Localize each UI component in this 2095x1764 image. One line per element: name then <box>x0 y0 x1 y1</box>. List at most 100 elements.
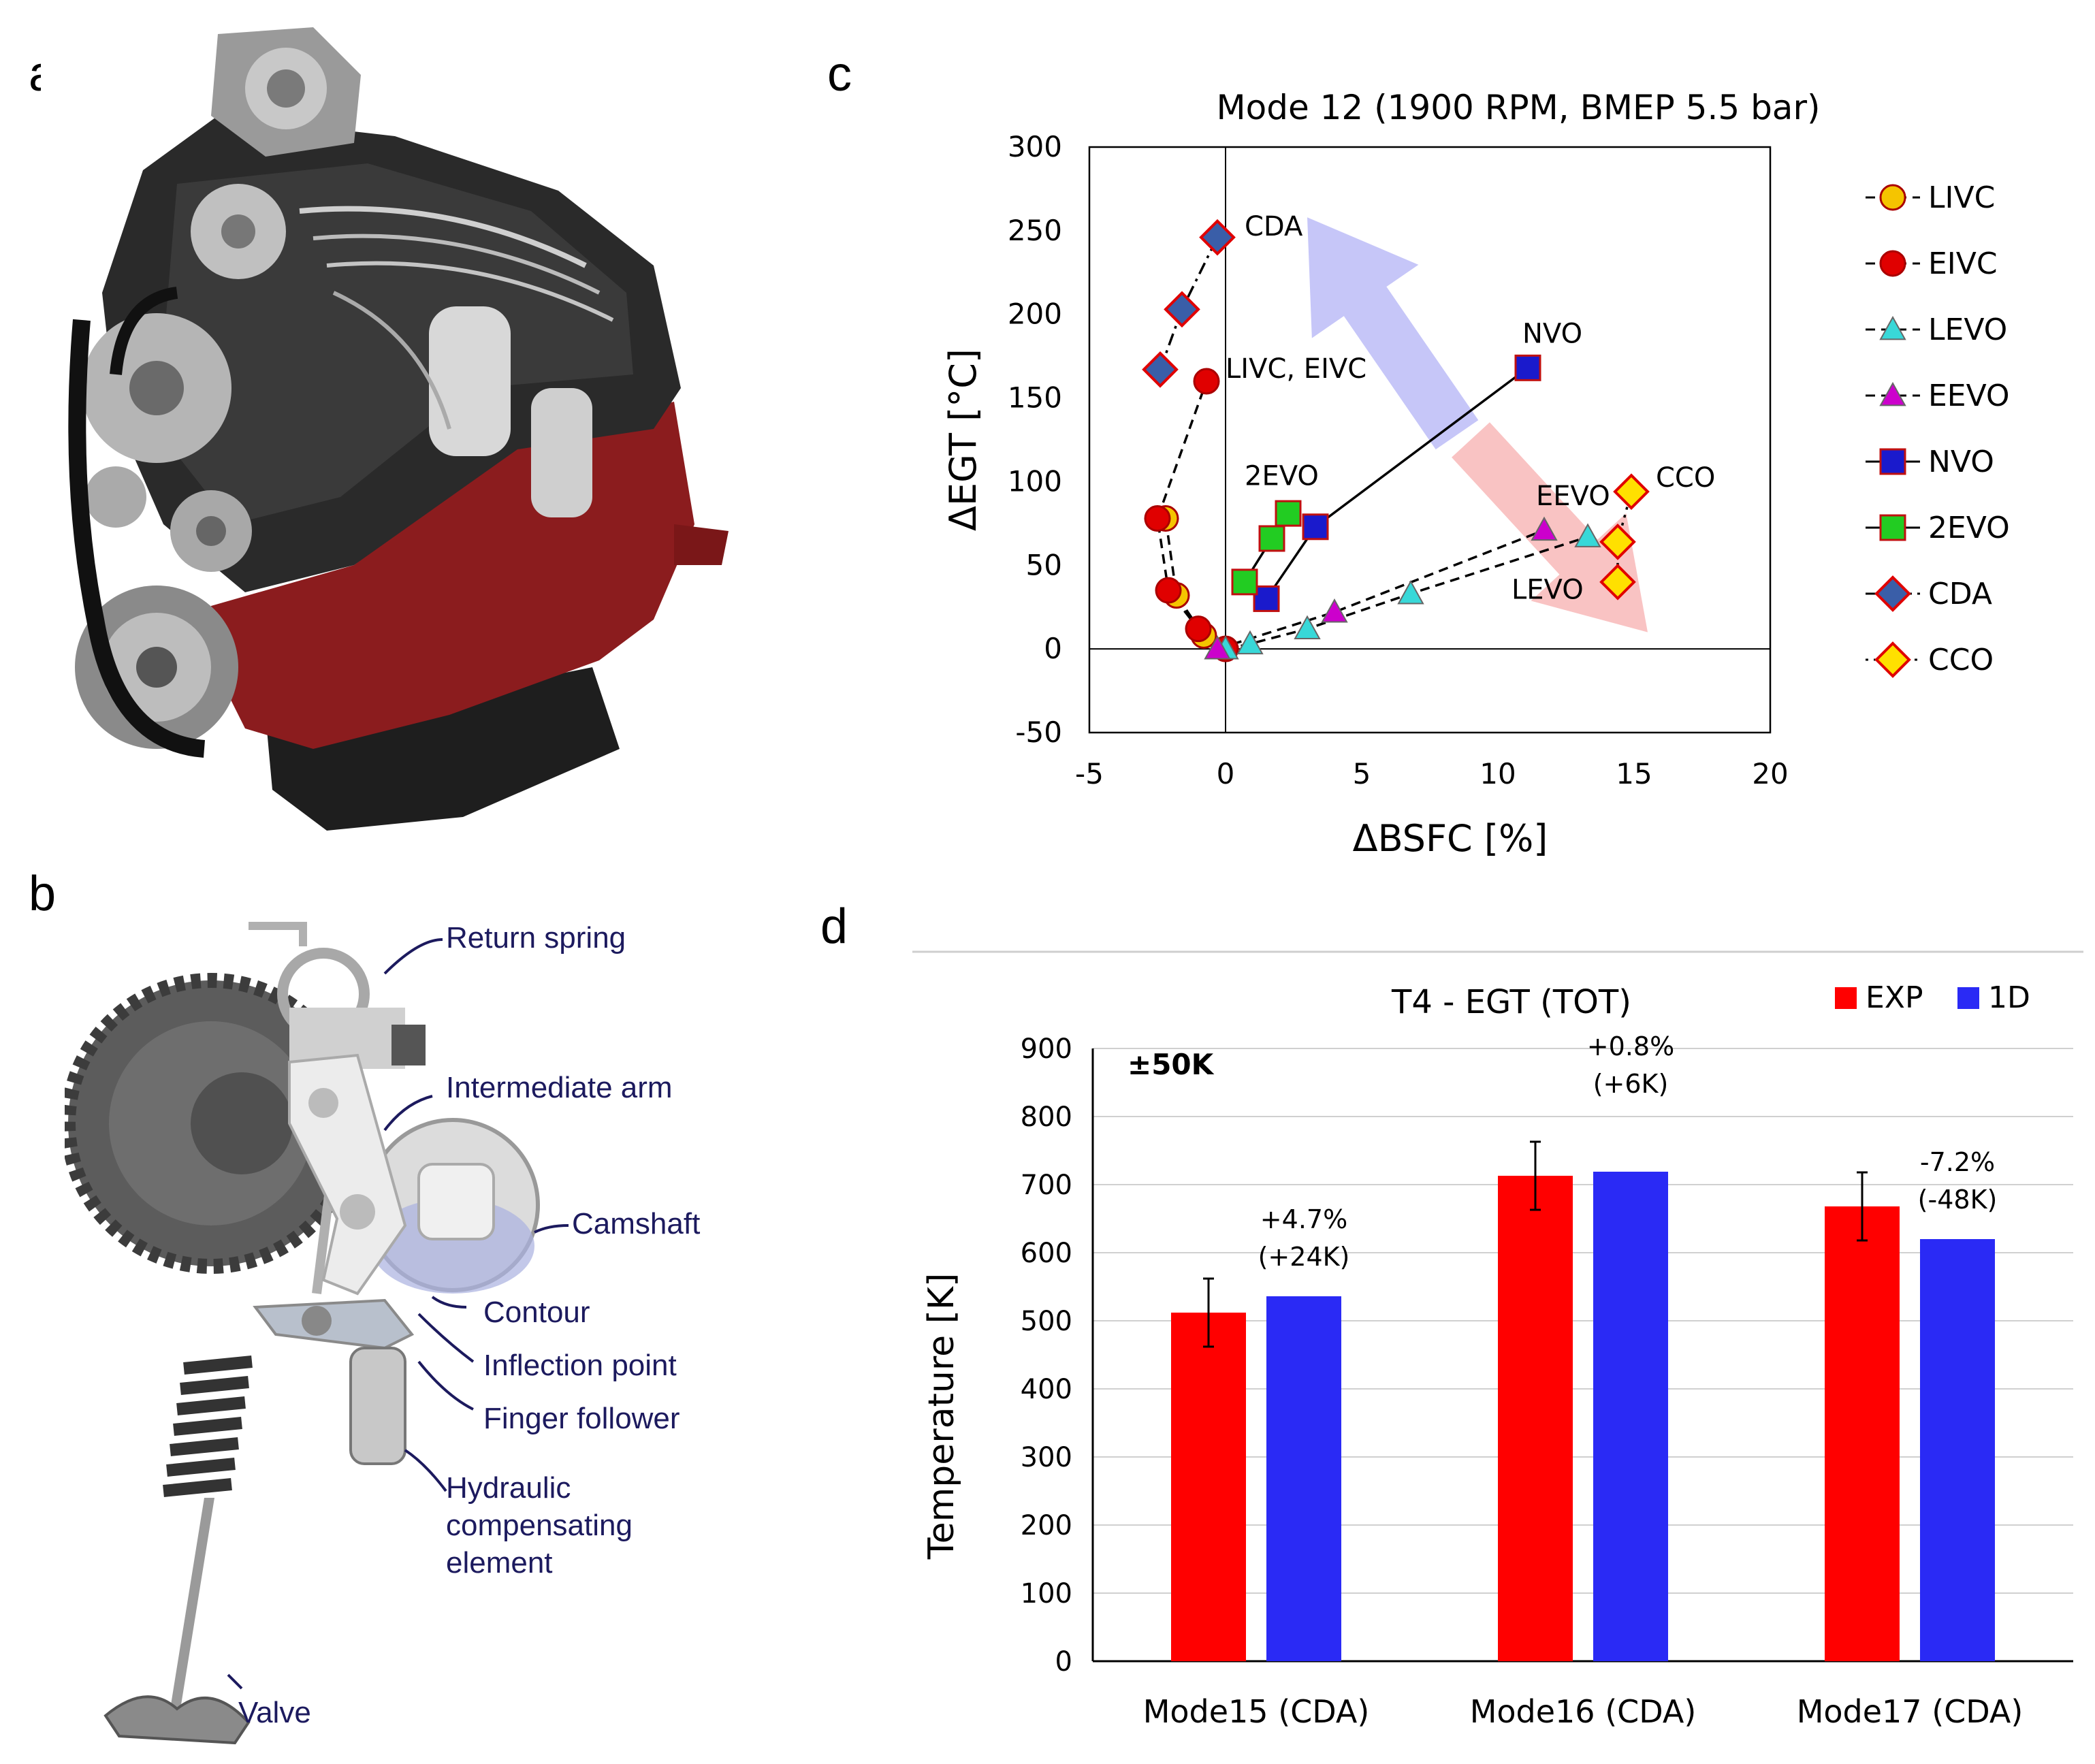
data-label-pct: -7.2% <box>1920 1147 1995 1177</box>
valvetrain-diagram: Return spring Intermediate arm Camshaft … <box>65 921 700 1745</box>
chart-d-category-label: Mode15 (CDA) <box>1143 1693 1370 1730</box>
panel-letter-d: d <box>820 899 848 954</box>
chart-d-y-tick-label: 300 <box>1021 1442 1072 1473</box>
legend-marker-2evo <box>1879 514 1906 541</box>
data-point-eivc <box>1144 504 1171 532</box>
chart-d-y-tick-label: 900 <box>1021 1033 1072 1065</box>
chart-c-x-tick-label: 5 <box>1353 757 1371 790</box>
label-camshaft: Camshaft <box>572 1207 700 1240</box>
data-point-cco <box>1599 524 1636 560</box>
data-point-nvo <box>1253 585 1280 612</box>
bar-chart: T4 - EGT (TOT) EXP 1D 0 100 200 300 400 500 60… <box>912 950 2083 1730</box>
label-hydraulic: Hydraulic <box>446 1471 571 1505</box>
chart-c-y-tick-label: 300 <box>1008 130 1062 163</box>
data-point-levo <box>1574 523 1601 547</box>
series-line-eevo <box>1217 529 1545 650</box>
legend-marker-cda <box>1874 575 1911 612</box>
data-point-cda <box>1142 351 1179 388</box>
chart-c-y-axis-label: ΔEGT [°C] <box>942 349 985 531</box>
chart-c-x-tick-label: 20 <box>1752 757 1788 790</box>
legend-marker-livc <box>1879 184 1906 211</box>
chart-c-y-tick-label: 0 <box>1044 632 1062 665</box>
chart-c-x-axis-label: ΔBSFC [%] <box>1353 817 1548 860</box>
chart-d-y-tick-label: 700 <box>1021 1170 1072 1201</box>
legend-label-cda: CDA <box>1928 577 1992 611</box>
data-point-eivc <box>1155 577 1182 604</box>
chart-d-y-tick-label: 200 <box>1021 1510 1072 1541</box>
chart-d-annotation: ±50K <box>1128 1048 1215 1081</box>
legend-marker-levo <box>1879 315 1906 340</box>
series-line-cco <box>1616 491 1633 582</box>
series-line-livc <box>1164 518 1226 650</box>
chart-d-legend: EXP 1D <box>1835 980 2030 1015</box>
label-compensating: compensating <box>446 1509 633 1542</box>
chart-c-title: Mode 12 (1900 RPM, BMEP 5.5 bar) <box>1216 88 1820 127</box>
data-point-nvo <box>1514 354 1541 381</box>
chart-c-y-tick-label: 150 <box>1008 381 1062 415</box>
data-point-levo <box>1294 615 1321 640</box>
data-point-cda <box>1199 219 1236 256</box>
chart-d-y-tick-label: 400 <box>1021 1374 1072 1405</box>
data-point-cda <box>1164 291 1200 328</box>
legend-swatch-1d <box>1957 987 1979 1009</box>
chart-d-y-axis-label: Temperature [K] <box>921 1273 962 1560</box>
data-label-k: (+6K) <box>1593 1069 1669 1099</box>
legend-label-eevo: EEVO <box>1928 379 2010 413</box>
chart-d-y-tick-label: 500 <box>1021 1306 1072 1337</box>
data-point-eevo <box>1204 635 1231 660</box>
data-point-eivc <box>1193 368 1220 395</box>
data-point-levo <box>1236 630 1264 655</box>
legend-label-livc: LIVC <box>1928 180 1995 215</box>
data-point-cco <box>1613 473 1650 510</box>
panel-letter-c: c <box>827 47 852 101</box>
annotation-eevo: EEVO <box>1536 481 1610 512</box>
chart-d-y-tick-label: 0 <box>1055 1646 1072 1678</box>
data-label-k: (-48K) <box>1918 1185 1998 1215</box>
chart-c-x-tick-label: 10 <box>1480 757 1516 790</box>
chart-d-y-tick-label: 100 <box>1021 1578 1072 1609</box>
chart-c-y-tick-label: 250 <box>1008 214 1062 247</box>
data-label-pct: +4.7% <box>1260 1204 1347 1234</box>
chart-c-x-tick-label: 0 <box>1217 757 1235 790</box>
data-point-eevo <box>1321 598 1348 623</box>
legend-swatch-exp <box>1835 987 1857 1009</box>
legend-marker-nvo <box>1879 448 1906 475</box>
data-point-levo <box>1397 579 1424 605</box>
legend-label-nvo: NVO <box>1928 445 1994 479</box>
chart-d-category-label: Mode17 (CDA) <box>1797 1693 2024 1730</box>
legend-marker-eivc <box>1879 250 1906 277</box>
label-finger-follower: Finger follower <box>483 1402 680 1435</box>
annotation-2evo: 2EVO <box>1245 460 1319 492</box>
panel-letter-b: b <box>29 867 57 921</box>
data-point-cco <box>1599 564 1636 600</box>
legend-label-1d: 1D <box>1988 980 2030 1015</box>
legend-label-eivc: EIVC <box>1928 246 1998 281</box>
label-intermediate-arm: Intermediate arm <box>446 1071 673 1104</box>
data-point-2evo <box>1258 525 1285 552</box>
bar-1d <box>1593 1172 1668 1661</box>
label-return-spring: Return spring <box>446 921 626 955</box>
chart-d-category-label: Mode16 (CDA) <box>1470 1693 1697 1730</box>
chart-c-y-tick-label: -50 <box>1015 716 1062 749</box>
legend-marker-eevo <box>1879 381 1906 406</box>
data-point-eevo <box>1531 516 1558 541</box>
legend-marker-cco <box>1874 641 1911 678</box>
chart-c-y-tick-label: 50 <box>1026 548 1062 581</box>
label-valve: Valve <box>238 1696 311 1729</box>
annotation-levo: LEVO <box>1512 574 1584 605</box>
chart-c-x-tick-label: 15 <box>1616 757 1652 790</box>
annotation-nvo: NVO <box>1522 318 1582 349</box>
data-point-eivc <box>1185 615 1212 643</box>
data-label-k: (+24K) <box>1258 1242 1350 1272</box>
bar-exp <box>1171 1313 1246 1661</box>
chart-d-y-tick-label: 800 <box>1021 1102 1072 1133</box>
bar-1d <box>1266 1296 1341 1661</box>
engine-image <box>41 7 749 865</box>
label-inflection-point: Inflection point <box>483 1349 677 1382</box>
chart-c-plot-area <box>1088 146 1772 734</box>
data-label-pct: +0.8% <box>1587 1031 1674 1061</box>
scatter-chart: Mode 12 (1900 RPM, BMEP 5.5 bar) -5 0 5 10 1… <box>942 88 2010 860</box>
legend-label-cco: CCO <box>1928 643 1994 677</box>
chart-c-x-tick-label: -5 <box>1075 757 1104 790</box>
label-contour: Contour <box>483 1296 590 1329</box>
